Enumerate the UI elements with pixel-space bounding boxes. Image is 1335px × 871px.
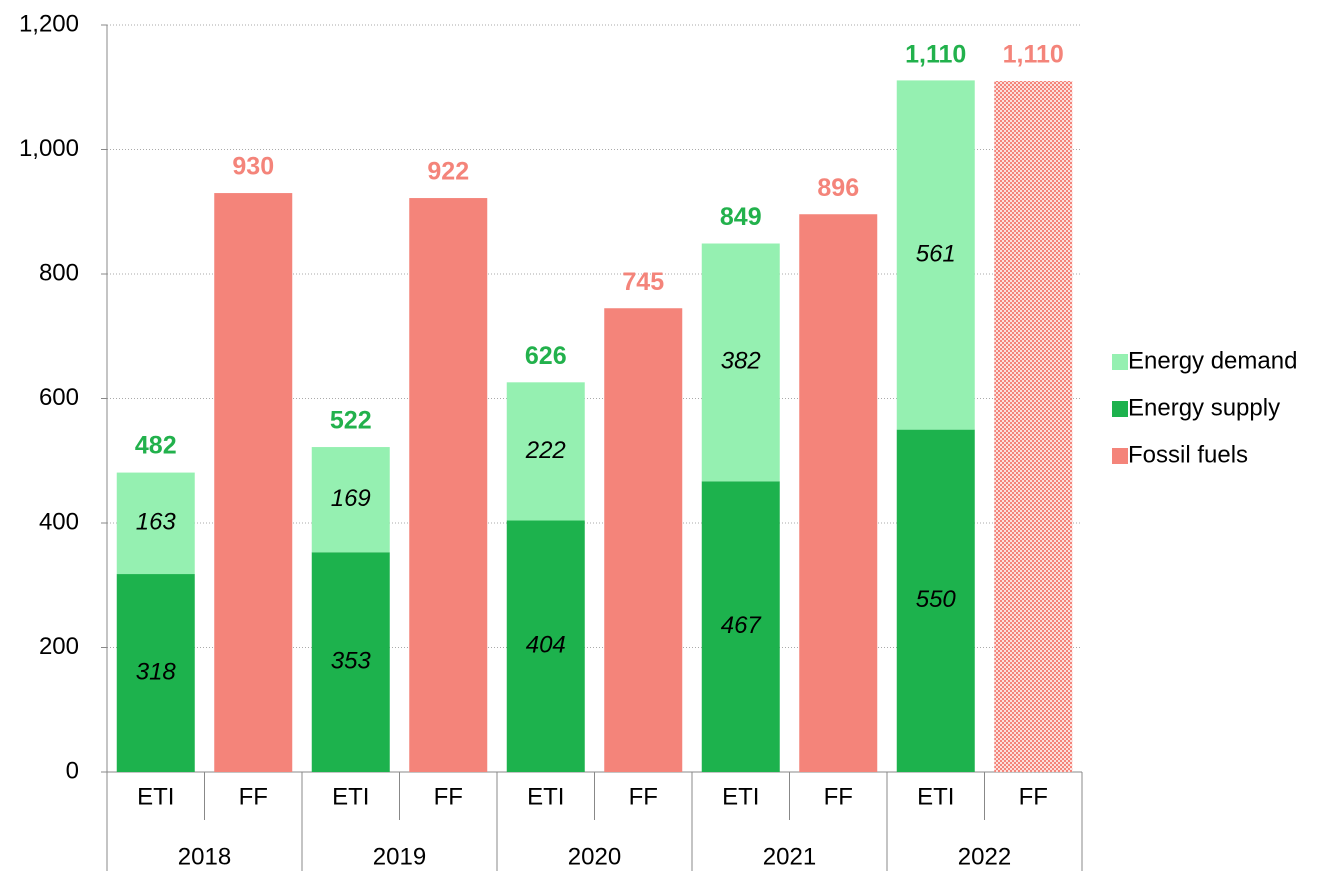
x-tick-label: FF: [434, 783, 463, 810]
segment-label: 222: [525, 437, 566, 464]
y-tick-label: 800: [39, 259, 79, 286]
y-tick-label: 1,000: [19, 135, 79, 162]
total-label: 922: [427, 158, 469, 186]
bar-segment: [214, 193, 293, 772]
total-label: 482: [135, 432, 177, 460]
segment-label: 467: [721, 612, 763, 639]
y-tick-label: 200: [39, 633, 79, 660]
bar-segment: [896, 80, 975, 430]
segment-label: 404: [526, 632, 566, 659]
total-label: 849: [720, 203, 762, 231]
total-label: 522: [330, 407, 372, 435]
x-tick-label: ETI: [722, 783, 759, 810]
segment-label: 550: [916, 586, 957, 613]
x-tick-label: ETI: [332, 783, 369, 810]
group-label: 2022: [958, 843, 1011, 870]
y-tick-label: 1,200: [19, 10, 79, 37]
legend-label: Fossil fuels: [1128, 441, 1248, 468]
legend-label: Energy demand: [1128, 347, 1297, 374]
group-label: 2021: [763, 843, 816, 870]
bar-segment: [311, 447, 390, 553]
x-tick-label: ETI: [917, 783, 954, 810]
bar-segment: [506, 520, 585, 772]
total-label: 745: [622, 268, 664, 296]
bar-segment: [604, 308, 683, 772]
x-tick-label: FF: [629, 783, 658, 810]
total-label: 896: [817, 174, 859, 202]
segment-label: 318: [136, 658, 177, 685]
total-label: 1,110: [1003, 41, 1064, 69]
segment-label: 561: [916, 240, 956, 267]
group-label: 2019: [373, 843, 426, 870]
y-tick-label: 600: [39, 384, 79, 411]
x-tick-label: ETI: [527, 783, 564, 810]
x-tick-label: FF: [1019, 783, 1048, 810]
legend-swatch: [1112, 448, 1128, 464]
segment-label: 353: [331, 647, 372, 674]
bar-segment: [116, 574, 195, 772]
segment-label: 169: [331, 485, 371, 512]
bar-segment: [701, 481, 780, 772]
segment-label: 382: [721, 348, 761, 375]
x-tick-label: FF: [824, 783, 853, 810]
total-label: 930: [232, 153, 274, 181]
total-label: 626: [525, 342, 567, 370]
group-label: 2018: [178, 843, 231, 870]
bar-segment: [311, 552, 390, 772]
y-tick-label: 400: [39, 508, 79, 535]
group-label: 2020: [568, 843, 621, 870]
bar-segment: [896, 429, 975, 772]
bar-segment: [994, 81, 1073, 772]
legend-swatch: [1112, 401, 1128, 417]
legend-swatch: [1112, 354, 1128, 370]
x-tick-label: FF: [239, 783, 268, 810]
bar-segment: [506, 382, 585, 521]
segment-label: 163: [136, 509, 177, 536]
legend-label: Energy supply: [1128, 394, 1280, 421]
bar-segment: [116, 472, 195, 575]
x-tick-label: ETI: [137, 783, 174, 810]
total-label: 1,110: [905, 41, 966, 69]
y-tick-label: 0: [66, 757, 79, 784]
bar-segment: [409, 198, 488, 772]
bar-segment: [701, 243, 780, 482]
bar-segment: [799, 214, 878, 773]
